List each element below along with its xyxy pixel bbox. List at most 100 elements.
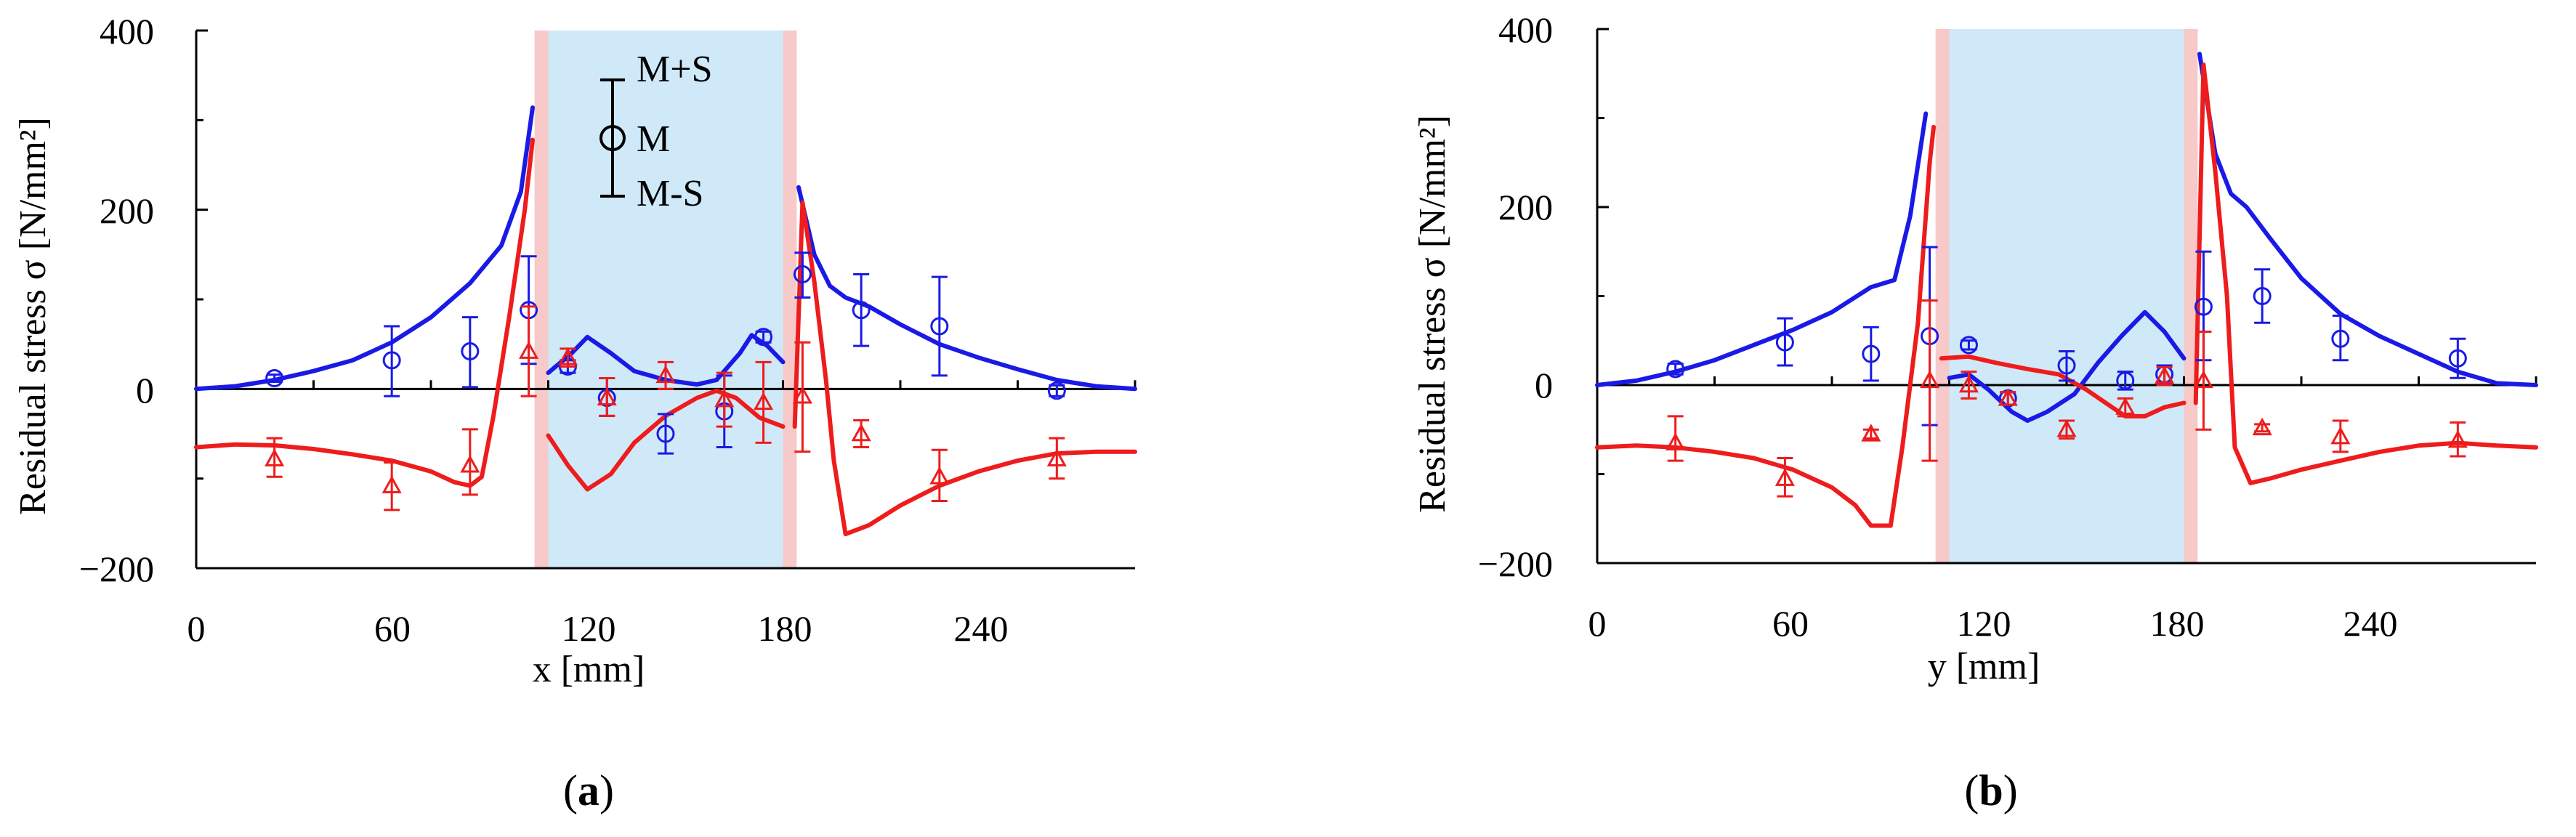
simulation-longitudinal-line bbox=[2193, 62, 2538, 485]
panel-a-caption: (a) bbox=[563, 767, 614, 814]
simulation-transverse-line bbox=[792, 200, 1137, 537]
simulation-longitudinal-line bbox=[1595, 124, 1936, 528]
simulation-transverse-line bbox=[194, 137, 535, 488]
measured-longitudinal-point bbox=[2252, 417, 2272, 436]
measured-transverse-point bbox=[2194, 297, 2213, 316]
panel-a: −200 0 200 400 0 60 120 180 240 x [mm] R… bbox=[12, 11, 1137, 814]
measured-longitudinal-point bbox=[1861, 424, 1881, 442]
panel-b-xtick-label: 60 bbox=[1772, 603, 1809, 644]
measured-longitudinal-point bbox=[1958, 374, 1979, 393]
panel-b-caption: (b) bbox=[1964, 767, 2017, 814]
caption-close: ) bbox=[2003, 767, 2018, 814]
measured-longitudinal-point bbox=[1920, 370, 1940, 389]
measured-transverse-point bbox=[792, 386, 812, 404]
simulation-transverse-line bbox=[1595, 111, 1929, 387]
panel-b-xtick-label: 240 bbox=[2343, 603, 2398, 644]
measured-transverse-point bbox=[754, 392, 774, 411]
panel-b-series bbox=[1595, 52, 2538, 528]
panel-b-ytick-label: −200 bbox=[1478, 543, 1553, 584]
haz-band bbox=[783, 31, 797, 568]
panel-b-xtick-label: 120 bbox=[1957, 603, 2011, 644]
legend-label-lower: M-S bbox=[637, 173, 703, 214]
legend-label-mid: M bbox=[637, 118, 670, 160]
panel-a-xtick-label: 120 bbox=[562, 608, 616, 649]
caption-letter: a bbox=[578, 767, 599, 814]
measured-longitudinal-point bbox=[1665, 432, 1686, 450]
measured-transverse-point bbox=[2448, 349, 2467, 368]
measured-longitudinal-point bbox=[2330, 426, 2351, 445]
simulation-longitudinal-line bbox=[546, 333, 786, 387]
panel-a-bands bbox=[534, 31, 797, 568]
measured-transverse-point bbox=[1775, 333, 1794, 352]
panel-b-ytick-label: 0 bbox=[1535, 365, 1553, 405]
measured-longitudinal-point bbox=[461, 342, 480, 361]
measured-transverse-point bbox=[2057, 356, 2076, 375]
measured-longitudinal-point bbox=[2155, 365, 2175, 384]
panel-a-xtick-label: 180 bbox=[758, 608, 812, 649]
caption-open: ( bbox=[1964, 767, 1979, 814]
measured-longitudinal-point bbox=[2115, 397, 2136, 415]
measured-longitudinal-point bbox=[2193, 370, 2213, 389]
panel-a-xtick-label: 0 bbox=[187, 608, 206, 649]
measured-longitudinal-point bbox=[852, 301, 871, 320]
panel-b-ylabel: Residual stress σ [N/mm²] bbox=[1412, 115, 1453, 513]
measured-transverse-point bbox=[1666, 360, 1685, 379]
panel-b-xlabel: y [mm] bbox=[1928, 646, 2040, 687]
haz-band bbox=[534, 31, 549, 568]
panel-b: −200 0 200 400 0 60 120 180 240 y [mm] R… bbox=[1412, 9, 2538, 814]
measured-transverse-point bbox=[460, 455, 480, 473]
measured-transverse-point bbox=[597, 387, 617, 405]
simulation-transverse-line bbox=[2197, 52, 2538, 387]
simulation-longitudinal-line bbox=[1939, 354, 2187, 418]
measured-transverse-point bbox=[1862, 344, 1881, 363]
measured-longitudinal-point bbox=[382, 351, 401, 370]
measured-transverse-point bbox=[851, 423, 871, 442]
panel-b-xtick-label: 0 bbox=[1588, 603, 1607, 644]
panel-a-ytick-label: −200 bbox=[79, 549, 154, 589]
panel-a-xlabel: x [mm] bbox=[533, 649, 645, 690]
caption-letter: b bbox=[1979, 767, 2003, 814]
legend-marker-circle bbox=[599, 125, 626, 151]
measured-transverse-point bbox=[2331, 329, 2350, 348]
panel-b-xtick-label: 180 bbox=[2150, 603, 2205, 644]
panel-b-axes bbox=[1596, 28, 2537, 565]
panel-a-legend: M+S M M-S bbox=[599, 49, 712, 214]
panel-a-ylabel: Residual stress σ [N/mm²] bbox=[12, 117, 54, 515]
panel-a-series bbox=[194, 105, 1137, 537]
measured-transverse-point bbox=[557, 347, 578, 365]
haz-band bbox=[1935, 29, 1950, 563]
caption-close: ) bbox=[599, 767, 614, 814]
panel-a-ytick-label: 200 bbox=[100, 190, 154, 231]
simulation-transverse-line bbox=[1947, 310, 2187, 423]
measured-transverse-point bbox=[2116, 371, 2135, 390]
measured-longitudinal-point bbox=[2447, 429, 2468, 448]
panel-a-ytick-label: 0 bbox=[136, 370, 154, 411]
simulation-longitudinal-line bbox=[796, 185, 1137, 392]
haz-band bbox=[2184, 29, 2198, 563]
measured-longitudinal-point bbox=[930, 317, 949, 336]
weld-zone-band bbox=[1949, 29, 2184, 563]
measured-transverse-point bbox=[2253, 287, 2272, 305]
legend-label-upper: M+S bbox=[637, 49, 712, 90]
panel-b-ytick-label: 400 bbox=[1498, 9, 1553, 50]
measured-transverse-point bbox=[1959, 336, 1978, 355]
measured-transverse-point bbox=[655, 365, 676, 384]
caption-open: ( bbox=[563, 767, 578, 814]
measured-transverse-point bbox=[929, 466, 950, 485]
measured-longitudinal-point bbox=[656, 424, 675, 443]
measured-transverse-point bbox=[714, 389, 735, 408]
panel-a-xtick-label: 60 bbox=[374, 608, 411, 649]
weld-zone-band bbox=[548, 31, 783, 568]
measured-transverse-point bbox=[519, 341, 539, 359]
measured-longitudinal-point bbox=[793, 264, 812, 283]
measured-longitudinal-point bbox=[1998, 388, 2018, 406]
simulation-longitudinal-line bbox=[194, 105, 535, 392]
measured-transverse-point bbox=[381, 475, 402, 493]
measured-longitudinal-point bbox=[265, 369, 284, 388]
panel-b-ytick-label: 200 bbox=[1498, 187, 1553, 227]
measured-transverse-point bbox=[265, 448, 285, 466]
panel-b-bands bbox=[1935, 29, 2198, 563]
measured-longitudinal-point bbox=[1047, 381, 1066, 400]
measured-longitudinal-point bbox=[2056, 419, 2077, 437]
